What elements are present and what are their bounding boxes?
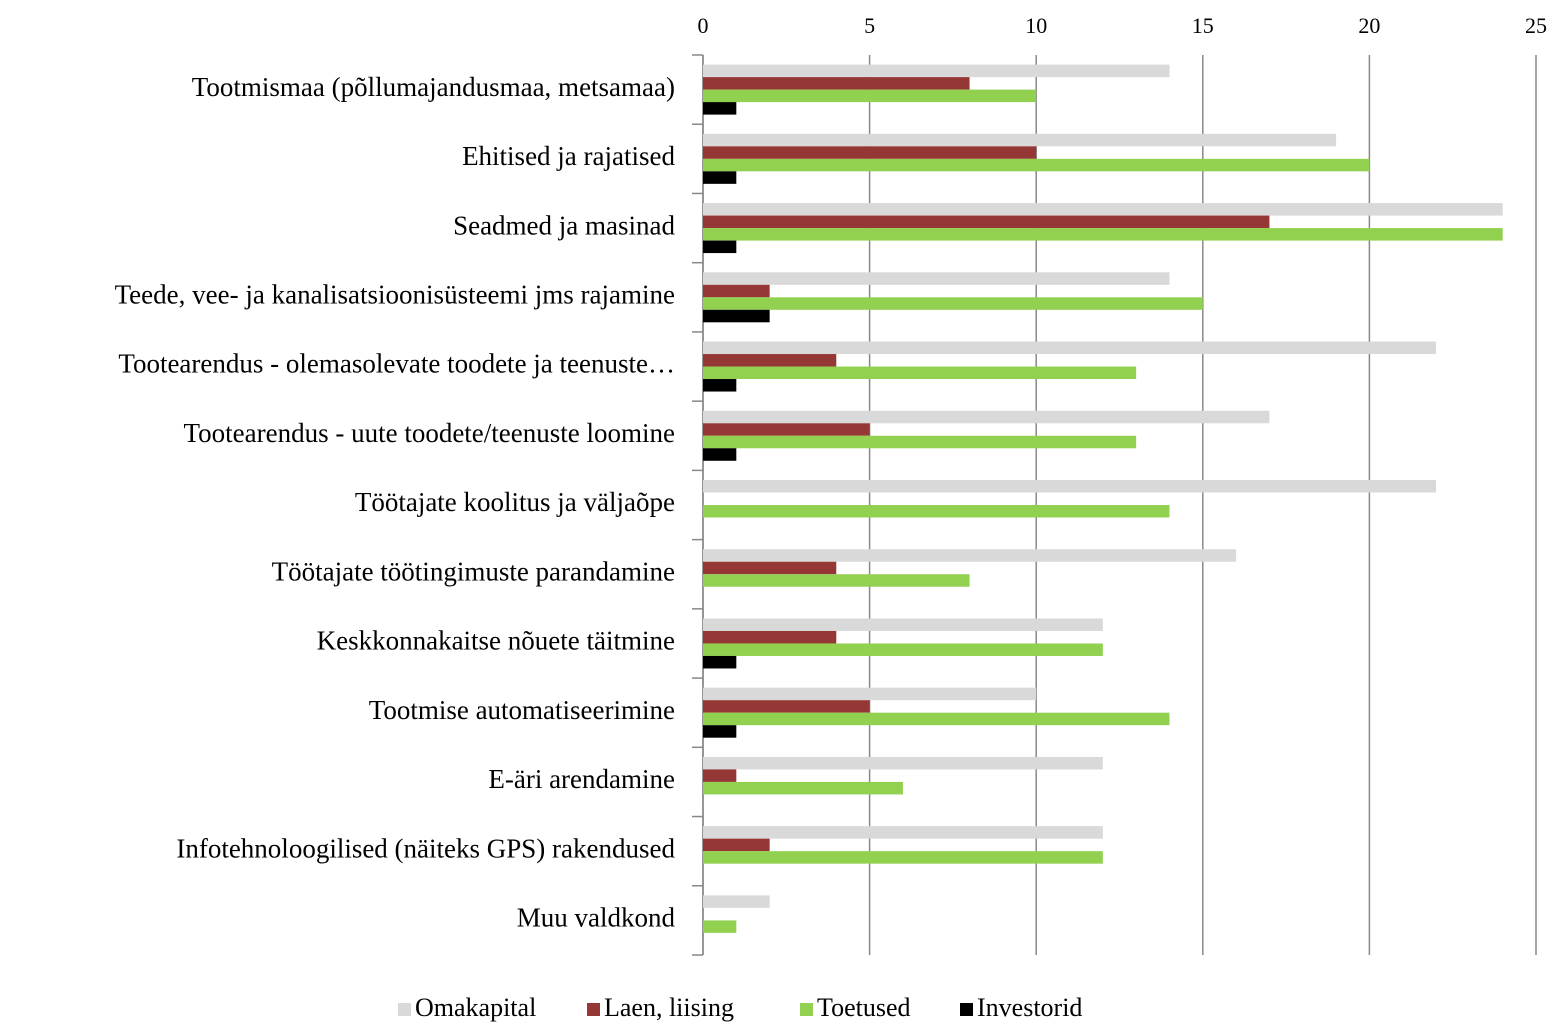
bar	[703, 700, 870, 713]
y-tick-label: Tootmise automatiseerimine	[369, 695, 675, 725]
legend-swatch	[800, 1003, 813, 1016]
bar	[703, 240, 737, 254]
bar	[703, 102, 737, 115]
bar	[703, 423, 870, 436]
x-tick-label: 15	[1192, 13, 1214, 38]
bar	[703, 171, 737, 184]
bar	[703, 769, 737, 782]
bar	[703, 341, 1437, 355]
y-tick-label: Keskkonnakaitse nõuete täitmine	[317, 626, 675, 656]
y-tick-label: Seadmed ja masinad	[453, 210, 675, 240]
bar	[703, 77, 970, 90]
bar	[703, 756, 1103, 770]
bar	[703, 826, 1103, 839]
x-tick-label: 0	[698, 13, 709, 38]
bar	[703, 435, 1137, 449]
y-tick-label: Muu valdkond	[517, 903, 676, 933]
bar	[703, 448, 737, 461]
y-tick-label: Ehitised ja rajatised	[462, 141, 675, 171]
legend-label: Omakapital	[415, 993, 536, 1022]
bar	[703, 561, 837, 575]
x-tick-label: 20	[1358, 13, 1380, 38]
bar	[703, 146, 1037, 159]
bar	[703, 549, 1237, 562]
y-tick-label: E-äri arendamine	[488, 764, 675, 794]
bar	[703, 272, 1170, 285]
bar	[703, 297, 1203, 310]
y-tick-label: Töötajate töötingimuste parandamine	[272, 556, 675, 586]
y-tick-label: Infotehnoloogilised (näiteks GPS) rakend…	[176, 833, 675, 863]
bar	[703, 203, 1503, 216]
bar	[703, 895, 770, 908]
y-tick-label: Tootmismaa (põllumajandusmaa, metsamaa)	[192, 72, 675, 102]
y-tick-label: Tootearendus - uute toodete/teenuste loo…	[184, 418, 675, 448]
bar	[703, 133, 1337, 147]
bar	[703, 851, 1103, 864]
bar	[703, 630, 837, 644]
y-tick-label: Teede, vee- ja kanalisatsioonisüsteemi j…	[115, 280, 675, 310]
bar	[703, 64, 1170, 78]
bar	[703, 574, 970, 587]
bar	[703, 655, 737, 669]
y-tick-label: Töötajate koolitus ja väljaõpe	[355, 487, 675, 517]
bar	[703, 366, 1137, 380]
bar	[703, 410, 1270, 424]
bar	[703, 228, 1503, 241]
legend-swatch	[398, 1003, 411, 1016]
bar	[703, 687, 1037, 701]
bar	[703, 781, 903, 795]
legend-swatch	[960, 1003, 973, 1016]
x-tick-label: 10	[1025, 13, 1047, 38]
bar	[703, 379, 737, 392]
bar	[703, 505, 1170, 518]
bar	[703, 712, 1170, 726]
bar	[703, 354, 837, 367]
bar	[703, 838, 770, 852]
y-tick-label: Tootearendus - olemasolevate toodete ja …	[118, 349, 675, 379]
bar	[703, 309, 770, 323]
legend-label: Laen, liising	[604, 993, 734, 1022]
bar	[703, 284, 770, 298]
bar	[703, 158, 1370, 172]
legend-swatch	[587, 1003, 600, 1016]
bar	[703, 215, 1270, 229]
bar	[703, 920, 737, 933]
x-tick-label: 25	[1525, 13, 1547, 38]
legend-label: Toetused	[817, 993, 911, 1022]
bar	[703, 725, 737, 738]
x-tick-label: 5	[864, 13, 875, 38]
bar	[703, 618, 1103, 631]
bar	[703, 89, 1037, 103]
legend-label: Investorid	[977, 993, 1082, 1022]
bar	[703, 643, 1103, 656]
bar	[703, 480, 1437, 493]
